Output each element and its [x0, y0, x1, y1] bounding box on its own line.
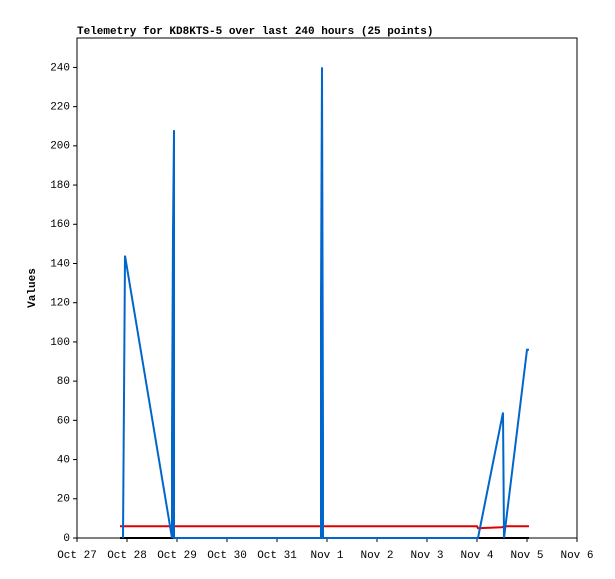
y-tick-label: 0: [63, 533, 70, 545]
x-tick-label: Oct 31: [257, 550, 297, 562]
chart-title: Telemetry for KD8KTS-5 over last 240 hou…: [77, 26, 433, 38]
series-line: [120, 525, 529, 530]
x-tick-label: Nov 6: [560, 550, 593, 562]
x-tick-label: Nov 4: [460, 550, 493, 562]
x-tick-label: Oct 30: [207, 550, 247, 562]
y-tick-label: 40: [57, 454, 70, 466]
plot-frame: [76, 37, 578, 539]
y-tick-label: 160: [50, 219, 70, 231]
x-tick-label: Nov 2: [360, 550, 393, 562]
y-tick-label: 240: [50, 62, 70, 74]
x-tick-label: Oct 27: [57, 550, 97, 562]
y-axis-label: Values: [27, 268, 39, 308]
y-tick-label: 140: [50, 258, 70, 270]
series-line: [122, 67, 529, 539]
x-tick-label: Nov 5: [510, 550, 543, 562]
y-tick-label: 200: [50, 141, 70, 153]
y-tick-label: 20: [57, 494, 70, 506]
x-tick-label: Nov 3: [410, 550, 443, 562]
x-tick-label: Oct 29: [157, 550, 197, 562]
y-tick-label: 60: [57, 415, 70, 427]
y-tick-label: 80: [57, 376, 70, 388]
y-tick-label: 120: [50, 298, 70, 310]
x-tick-label: Nov 1: [310, 550, 343, 562]
x-tick-label: Oct 28: [107, 550, 147, 562]
y-tick-label: 220: [50, 102, 70, 114]
y-tick-label: 100: [50, 337, 70, 349]
y-tick-label: 180: [50, 180, 70, 192]
